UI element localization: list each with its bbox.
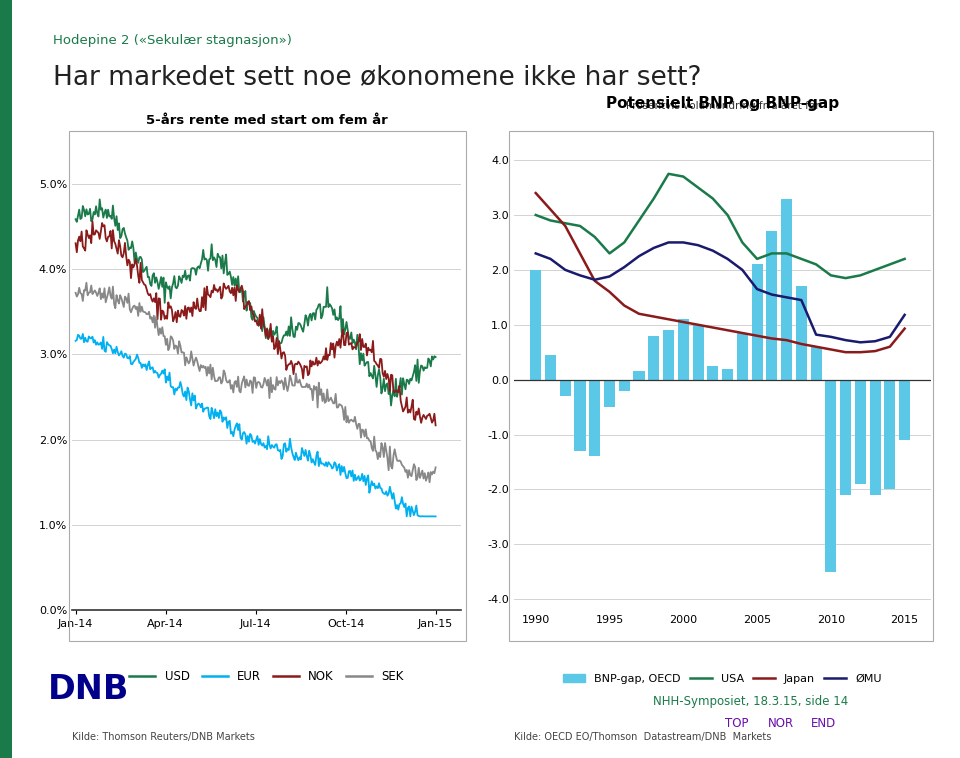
Bar <box>692 324 704 380</box>
Text: Har markedet sett noe økonomene ikke har sett?: Har markedet sett noe økonomene ikke har… <box>53 64 702 90</box>
Text: Kilde: OECD EO/Thomson  Datastream/DNB  Markets: Kilde: OECD EO/Thomson Datastream/DNB Ma… <box>514 732 771 742</box>
Bar <box>589 380 600 456</box>
Title: Potensielt BNP og BNP-gap: Potensielt BNP og BNP-gap <box>606 96 839 111</box>
Bar <box>560 380 571 396</box>
Bar <box>663 330 674 380</box>
Bar <box>840 380 852 495</box>
Text: Hodepine 2 («Sekulær stagnasjon»): Hodepine 2 («Sekulær stagnasjon») <box>53 34 292 47</box>
Bar <box>736 333 748 380</box>
Bar <box>722 368 733 380</box>
Text: TOP: TOP <box>725 717 748 731</box>
Bar <box>634 371 644 380</box>
Legend: USD, EUR, NOK, SEK: USD, EUR, NOK, SEK <box>125 666 408 688</box>
Bar <box>810 346 822 380</box>
Bar <box>796 287 806 380</box>
Text: Kilde: Thomson Reuters/DNB Markets: Kilde: Thomson Reuters/DNB Markets <box>72 732 254 742</box>
Text: NHH-Symposiet, 18.3.15, side 14: NHH-Symposiet, 18.3.15, side 14 <box>653 694 848 708</box>
Bar <box>854 380 866 484</box>
Bar <box>781 199 792 380</box>
Text: DNB: DNB <box>48 673 130 706</box>
Bar <box>545 355 556 380</box>
Bar <box>752 265 762 380</box>
Bar <box>826 380 836 572</box>
Text: NOR: NOR <box>768 717 794 731</box>
Bar <box>870 380 880 495</box>
Bar <box>884 380 896 490</box>
Bar <box>604 380 615 407</box>
Legend: BNP-gap, OECD, USA, Japan, ØMU: BNP-gap, OECD, USA, Japan, ØMU <box>559 669 886 688</box>
Bar <box>530 270 541 380</box>
Text: END: END <box>811 717 836 731</box>
Text: Prosentvis volumendring frra året før: Prosentvis volumendring frra året før <box>626 99 819 111</box>
Bar <box>678 319 689 380</box>
Bar <box>648 336 660 380</box>
Bar <box>619 380 630 390</box>
Bar <box>574 380 586 451</box>
Bar <box>708 366 718 380</box>
Bar <box>766 231 778 380</box>
Bar <box>900 380 910 440</box>
Title: 5-års rente med start om fem år: 5-års rente med start om fem år <box>146 114 387 127</box>
